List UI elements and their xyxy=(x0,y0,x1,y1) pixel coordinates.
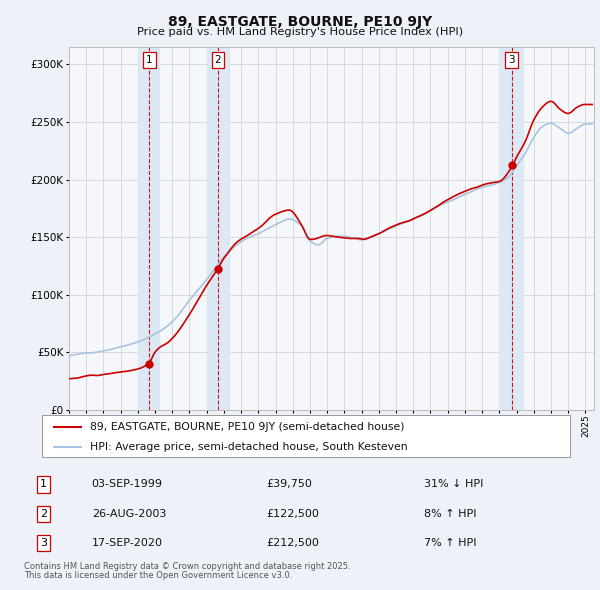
Text: 2: 2 xyxy=(215,55,221,65)
Text: 3: 3 xyxy=(40,538,47,548)
Point xyxy=(507,160,517,170)
Text: £122,500: £122,500 xyxy=(266,509,319,519)
Text: £212,500: £212,500 xyxy=(266,538,319,548)
Text: HPI: Average price, semi-detached house, South Kesteven: HPI: Average price, semi-detached house,… xyxy=(89,442,407,451)
Text: 1: 1 xyxy=(146,55,152,65)
Text: 17-SEP-2020: 17-SEP-2020 xyxy=(92,538,163,548)
Text: 31% ↓ HPI: 31% ↓ HPI xyxy=(424,480,484,489)
Text: Price paid vs. HM Land Registry's House Price Index (HPI): Price paid vs. HM Land Registry's House … xyxy=(137,27,463,37)
Point xyxy=(213,264,223,274)
Bar xyxy=(499,47,523,410)
Bar xyxy=(138,47,160,410)
Text: 89, EASTGATE, BOURNE, PE10 9JY: 89, EASTGATE, BOURNE, PE10 9JY xyxy=(168,15,432,29)
Bar xyxy=(207,47,229,410)
Text: 2: 2 xyxy=(40,509,47,519)
Point xyxy=(145,359,154,369)
Text: This data is licensed under the Open Government Licence v3.0.: This data is licensed under the Open Gov… xyxy=(24,571,292,580)
Text: 26-AUG-2003: 26-AUG-2003 xyxy=(92,509,166,519)
Text: 1: 1 xyxy=(40,480,47,489)
Text: 3: 3 xyxy=(508,55,515,65)
Text: £39,750: £39,750 xyxy=(266,480,313,489)
Text: 8% ↑ HPI: 8% ↑ HPI xyxy=(424,509,477,519)
Text: 7% ↑ HPI: 7% ↑ HPI xyxy=(424,538,477,548)
Text: 89, EASTGATE, BOURNE, PE10 9JY (semi-detached house): 89, EASTGATE, BOURNE, PE10 9JY (semi-det… xyxy=(89,422,404,432)
Text: 03-SEP-1999: 03-SEP-1999 xyxy=(92,480,163,489)
Text: Contains HM Land Registry data © Crown copyright and database right 2025.: Contains HM Land Registry data © Crown c… xyxy=(24,562,350,571)
